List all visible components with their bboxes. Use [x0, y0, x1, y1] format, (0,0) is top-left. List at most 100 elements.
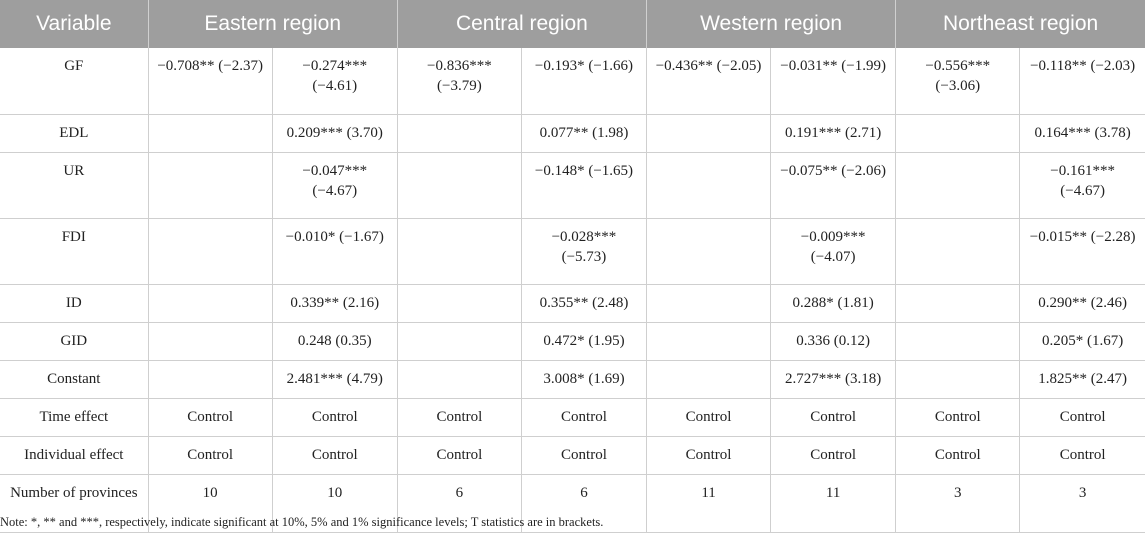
table-cell	[895, 322, 1020, 361]
table-cell: Control	[645, 398, 771, 437]
table-cell: Control	[396, 436, 522, 475]
table-cell: 0.290** (2.46)	[1019, 284, 1145, 323]
table-cell: −0.028*** (−5.73)	[520, 218, 647, 285]
table-cell: Control	[520, 398, 647, 437]
table-cell	[645, 284, 771, 323]
table-row-edl: EDL 0.209*** (3.70) 0.077** (1.98) 0.191…	[0, 114, 1145, 153]
table-cell: 0.191*** (2.71)	[770, 114, 896, 153]
table-cell: 3	[1019, 474, 1145, 533]
table-cell: 11	[645, 474, 771, 533]
table-cell: Control	[895, 398, 1020, 437]
table-cell	[396, 218, 522, 285]
table-cell	[147, 114, 273, 153]
table-cell: 10	[147, 474, 273, 533]
table-cell: 3	[895, 474, 1020, 533]
table-cell: Control	[520, 436, 647, 475]
table-cell: 2.727*** (3.18)	[770, 360, 896, 399]
table-cell: −0.118** (−2.03)	[1019, 48, 1145, 115]
table-cell: 1.825** (2.47)	[1019, 360, 1145, 399]
table-cell: 0.164*** (3.78)	[1019, 114, 1145, 153]
table-cell: −0.708** (−2.37)	[147, 48, 273, 115]
table-cell	[645, 218, 771, 285]
row-label: EDL	[0, 114, 149, 153]
table-cell: −0.015** (−2.28)	[1019, 218, 1145, 285]
table-cell: Control	[1019, 398, 1145, 437]
table-cell	[396, 322, 522, 361]
table-cell: 10	[271, 474, 398, 533]
row-label: FDI	[0, 218, 149, 285]
table-row-fdi: FDI −0.010* (−1.67) −0.028*** (−5.73) −0…	[0, 218, 1145, 285]
table-cell: −0.075** (−2.06)	[770, 152, 896, 219]
table-cell: Control	[1019, 436, 1145, 475]
table-cell: 6	[396, 474, 522, 533]
table-cell	[895, 360, 1020, 399]
table-cell: −0.047*** (−4.67)	[271, 152, 398, 219]
table-cell: −0.161*** (−4.67)	[1019, 152, 1145, 219]
table-cell: −0.193* (−1.66)	[520, 48, 647, 115]
header-eastern-region: Eastern region	[147, 0, 398, 48]
table-cell: Control	[645, 436, 771, 475]
table-cell: 0.288* (1.81)	[770, 284, 896, 323]
table-cell: −0.274*** (−4.61)	[271, 48, 398, 115]
table-cell: −0.148* (−1.65)	[520, 152, 647, 219]
table-cell: Control	[396, 398, 522, 437]
table-cell	[147, 360, 273, 399]
header-variable: Variable	[0, 0, 149, 48]
table-cell	[147, 322, 273, 361]
table-cell: 0.205* (1.67)	[1019, 322, 1145, 361]
table-cell	[147, 218, 273, 285]
table-cell: Control	[770, 436, 896, 475]
table-cell: −0.010* (−1.67)	[271, 218, 398, 285]
table-cell: 0.077** (1.98)	[520, 114, 647, 153]
table-row-id: ID 0.339** (2.16) 0.355** (2.48) 0.288* …	[0, 284, 1145, 323]
table-cell: Control	[147, 436, 273, 475]
header-northeast-region: Northeast region	[895, 0, 1145, 48]
table-cell: Control	[271, 398, 398, 437]
table-row-gid: GID 0.248 (0.35) 0.472* (1.95) 0.336 (0.…	[0, 322, 1145, 361]
table-cell: Control	[147, 398, 273, 437]
table-cell	[147, 284, 273, 323]
row-label: UR	[0, 152, 149, 219]
table-cell: Control	[895, 436, 1020, 475]
row-label: Time effect	[0, 398, 149, 437]
table-cell: −0.556*** (−3.06)	[895, 48, 1020, 115]
table-cell: −0.031** (−1.99)	[770, 48, 896, 115]
table-row-individual-effect: Individual effect Control Control Contro…	[0, 436, 1145, 475]
table-cell	[396, 152, 522, 219]
table-row-constant: Constant 2.481*** (4.79) 3.008* (1.69) 2…	[0, 360, 1145, 399]
table-cell	[396, 360, 522, 399]
row-label: Individual effect	[0, 436, 149, 475]
table-cell	[396, 114, 522, 153]
table-cell: 0.339** (2.16)	[271, 284, 398, 323]
table-header-row: Variable Eastern region Central region W…	[0, 0, 1145, 48]
table-cell: Control	[770, 398, 896, 437]
table-cell: −0.436** (−2.05)	[645, 48, 771, 115]
header-western-region: Western region	[645, 0, 896, 48]
table-cell: 0.472* (1.95)	[520, 322, 647, 361]
table-cell: 3.008* (1.69)	[520, 360, 647, 399]
row-label: Number of provinces	[0, 474, 149, 533]
table-cell: −0.836*** (−3.79)	[396, 48, 522, 115]
table-cell	[645, 152, 771, 219]
row-label: GF	[0, 48, 149, 115]
table-cell	[645, 322, 771, 361]
table-cell	[895, 218, 1020, 285]
row-label: GID	[0, 322, 149, 361]
row-label: ID	[0, 284, 149, 323]
table-cell	[895, 114, 1020, 153]
table-row-gf: GF −0.708** (−2.37) −0.274*** (−4.61) −0…	[0, 48, 1145, 115]
table-cell: 0.248 (0.35)	[271, 322, 398, 361]
table-row-number-of-provinces: Number of provinces 10 10 6 6 11 11 3 3	[0, 474, 1145, 533]
table-cell	[396, 284, 522, 323]
table-cell: Control	[271, 436, 398, 475]
table-cell	[895, 152, 1020, 219]
table-cell	[147, 152, 273, 219]
table-cell: 11	[770, 474, 896, 533]
table-cell: 0.336 (0.12)	[770, 322, 896, 361]
row-label: Constant	[0, 360, 149, 399]
table-cell: 0.209*** (3.70)	[271, 114, 398, 153]
table-cell: 0.355** (2.48)	[520, 284, 647, 323]
table-note: Note: *, ** and ***, respectively, indic…	[0, 515, 604, 529]
table-row-time-effect: Time effect Control Control Control Cont…	[0, 398, 1145, 437]
